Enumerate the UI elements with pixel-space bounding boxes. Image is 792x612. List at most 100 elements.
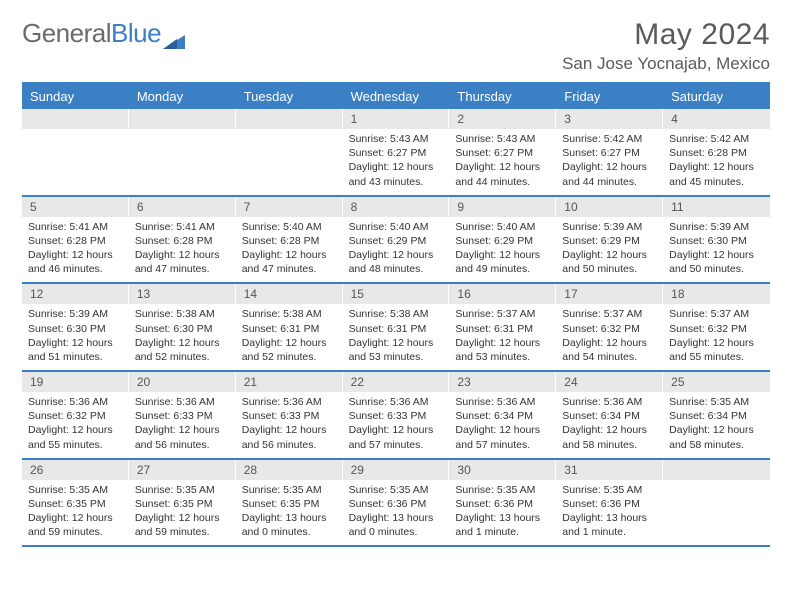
sunrise-text: Sunrise: 5:35 AM [455,483,550,497]
day-cell: 18Sunrise: 5:37 AMSunset: 6:32 PMDayligh… [663,284,770,370]
brand-logo: GeneralBlue [22,18,185,49]
day-details: Sunrise: 5:40 AMSunset: 6:29 PMDaylight:… [343,217,450,283]
day-number: 19 [22,372,129,392]
day-number: 24 [556,372,663,392]
day-details: Sunrise: 5:35 AMSunset: 6:36 PMDaylight:… [556,480,663,546]
day-details: Sunrise: 5:43 AMSunset: 6:27 PMDaylight:… [343,129,450,195]
sunrise-text: Sunrise: 5:35 AM [669,395,764,409]
sunset-text: Sunset: 6:29 PM [349,234,444,248]
day-details: Sunrise: 5:36 AMSunset: 6:33 PMDaylight:… [129,392,236,458]
sunrise-text: Sunrise: 5:38 AM [242,307,337,321]
weekday-saturday: Saturday [663,84,770,109]
sunset-text: Sunset: 6:34 PM [669,409,764,423]
daylight-text: Daylight: 12 hours and 57 minutes. [455,423,550,451]
daylight-text: Daylight: 12 hours and 58 minutes. [562,423,657,451]
sunrise-text: Sunrise: 5:36 AM [242,395,337,409]
daylight-text: Daylight: 12 hours and 50 minutes. [669,248,764,276]
day-number: 17 [556,284,663,304]
day-details: Sunrise: 5:40 AMSunset: 6:28 PMDaylight:… [236,217,343,283]
day-cell: 11Sunrise: 5:39 AMSunset: 6:30 PMDayligh… [663,197,770,283]
sunrise-text: Sunrise: 5:36 AM [135,395,230,409]
sunset-text: Sunset: 6:29 PM [562,234,657,248]
weekday-monday: Monday [129,84,236,109]
day-cell: 10Sunrise: 5:39 AMSunset: 6:29 PMDayligh… [556,197,663,283]
weekday-sunday: Sunday [22,84,129,109]
sunset-text: Sunset: 6:29 PM [455,234,550,248]
day-details: Sunrise: 5:39 AMSunset: 6:29 PMDaylight:… [556,217,663,283]
sunset-text: Sunset: 6:33 PM [242,409,337,423]
day-details: Sunrise: 5:37 AMSunset: 6:31 PMDaylight:… [449,304,556,370]
daylight-text: Daylight: 12 hours and 54 minutes. [562,336,657,364]
day-cell [663,460,770,546]
daylight-text: Daylight: 12 hours and 47 minutes. [242,248,337,276]
sunrise-text: Sunrise: 5:35 AM [242,483,337,497]
day-details: Sunrise: 5:36 AMSunset: 6:34 PMDaylight:… [449,392,556,458]
sunset-text: Sunset: 6:31 PM [455,322,550,336]
day-details: Sunrise: 5:38 AMSunset: 6:31 PMDaylight:… [343,304,450,370]
day-details: Sunrise: 5:36 AMSunset: 6:32 PMDaylight:… [22,392,129,458]
sunset-text: Sunset: 6:33 PM [349,409,444,423]
daylight-text: Daylight: 12 hours and 52 minutes. [242,336,337,364]
sunrise-text: Sunrise: 5:36 AM [562,395,657,409]
daylight-text: Daylight: 12 hours and 58 minutes. [669,423,764,451]
sunset-text: Sunset: 6:33 PM [135,409,230,423]
day-cell [22,109,129,195]
sunset-text: Sunset: 6:36 PM [562,497,657,511]
sunrise-text: Sunrise: 5:41 AM [28,220,123,234]
day-cell: 30Sunrise: 5:35 AMSunset: 6:36 PMDayligh… [449,460,556,546]
sunset-text: Sunset: 6:35 PM [135,497,230,511]
sunset-text: Sunset: 6:36 PM [349,497,444,511]
day-details: Sunrise: 5:35 AMSunset: 6:35 PMDaylight:… [22,480,129,546]
sunset-text: Sunset: 6:27 PM [349,146,444,160]
daylight-text: Daylight: 12 hours and 44 minutes. [562,160,657,188]
day-number [663,460,770,480]
day-number: 20 [129,372,236,392]
sunrise-text: Sunrise: 5:36 AM [349,395,444,409]
daylight-text: Daylight: 12 hours and 59 minutes. [28,511,123,539]
day-cell: 21Sunrise: 5:36 AMSunset: 6:33 PMDayligh… [236,372,343,458]
sunrise-text: Sunrise: 5:35 AM [562,483,657,497]
day-number: 23 [449,372,556,392]
sunset-text: Sunset: 6:32 PM [28,409,123,423]
calendar-page: GeneralBlue May 2024 San Jose Yocnajab, … [0,0,792,557]
day-number: 7 [236,197,343,217]
day-cell: 14Sunrise: 5:38 AMSunset: 6:31 PMDayligh… [236,284,343,370]
day-cell [236,109,343,195]
sunset-text: Sunset: 6:35 PM [28,497,123,511]
day-cell: 5Sunrise: 5:41 AMSunset: 6:28 PMDaylight… [22,197,129,283]
day-cell: 13Sunrise: 5:38 AMSunset: 6:30 PMDayligh… [129,284,236,370]
sunrise-text: Sunrise: 5:36 AM [455,395,550,409]
weekday-tuesday: Tuesday [236,84,343,109]
sunrise-text: Sunrise: 5:40 AM [349,220,444,234]
sunrise-text: Sunrise: 5:42 AM [562,132,657,146]
day-cell: 12Sunrise: 5:39 AMSunset: 6:30 PMDayligh… [22,284,129,370]
daylight-text: Daylight: 12 hours and 43 minutes. [349,160,444,188]
day-cell: 17Sunrise: 5:37 AMSunset: 6:32 PMDayligh… [556,284,663,370]
sunset-text: Sunset: 6:28 PM [669,146,764,160]
day-details: Sunrise: 5:36 AMSunset: 6:33 PMDaylight:… [236,392,343,458]
day-number: 12 [22,284,129,304]
day-cell: 22Sunrise: 5:36 AMSunset: 6:33 PMDayligh… [343,372,450,458]
day-number: 30 [449,460,556,480]
day-number: 10 [556,197,663,217]
sunset-text: Sunset: 6:28 PM [242,234,337,248]
sunset-text: Sunset: 6:28 PM [135,234,230,248]
day-cell [129,109,236,195]
daylight-text: Daylight: 12 hours and 45 minutes. [669,160,764,188]
day-cell: 24Sunrise: 5:36 AMSunset: 6:34 PMDayligh… [556,372,663,458]
week-row: 12Sunrise: 5:39 AMSunset: 6:30 PMDayligh… [22,284,770,372]
day-number: 15 [343,284,450,304]
day-cell: 2Sunrise: 5:43 AMSunset: 6:27 PMDaylight… [449,109,556,195]
day-number: 8 [343,197,450,217]
daylight-text: Daylight: 12 hours and 44 minutes. [455,160,550,188]
day-details: Sunrise: 5:41 AMSunset: 6:28 PMDaylight:… [22,217,129,283]
day-number: 9 [449,197,556,217]
day-number: 16 [449,284,556,304]
day-number: 22 [343,372,450,392]
day-number: 3 [556,109,663,129]
day-number: 1 [343,109,450,129]
daylight-text: Daylight: 13 hours and 0 minutes. [349,511,444,539]
sunset-text: Sunset: 6:35 PM [242,497,337,511]
sunrise-text: Sunrise: 5:39 AM [669,220,764,234]
week-row: 26Sunrise: 5:35 AMSunset: 6:35 PMDayligh… [22,460,770,548]
